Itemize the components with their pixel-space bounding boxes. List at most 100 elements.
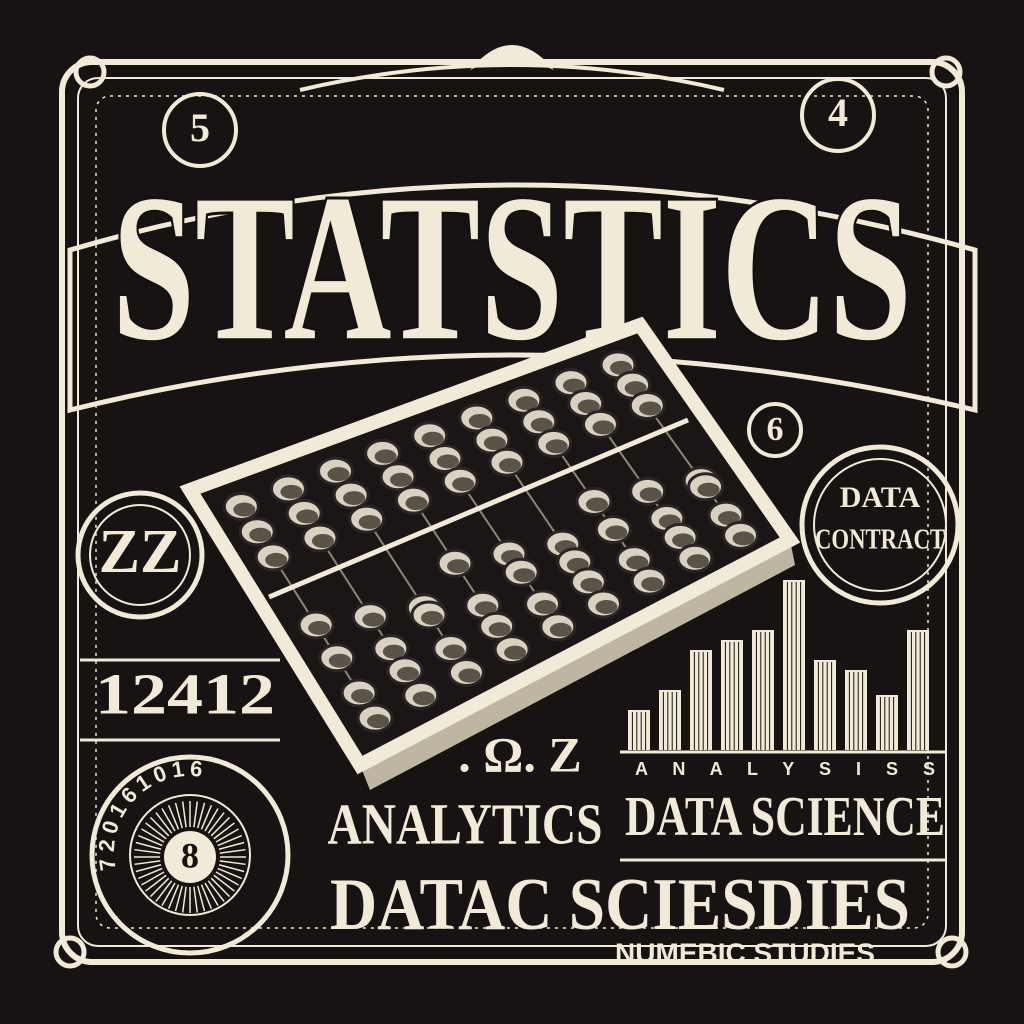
deco-bar-body [783, 580, 805, 750]
abacus-bead-shade [296, 509, 319, 524]
dial-ray [193, 886, 199, 913]
deco-bar [783, 580, 805, 750]
abacus-bead-shade [672, 533, 695, 548]
corner-number: 6 [767, 411, 784, 448]
medallion [800, 77, 876, 153]
abacus-bead-shade [308, 620, 331, 635]
deco-bar-body [876, 695, 898, 750]
deco-bar-body [814, 660, 836, 750]
dial-ray [204, 808, 219, 832]
medallion [747, 402, 803, 458]
abacus-bead-shade [545, 439, 568, 454]
abacus-bead-shade [436, 454, 459, 469]
dial-ray [135, 841, 162, 850]
abacus-bead-shade [562, 378, 585, 393]
dial-ray [167, 884, 180, 910]
dial-ray [207, 812, 225, 834]
dial-ring [129, 794, 251, 916]
deco-bar-body [659, 690, 681, 750]
dial-ray [219, 848, 246, 854]
title-banner [67, 182, 978, 414]
abacus-bead-shade [442, 644, 465, 659]
abacus-bead-shade [358, 515, 381, 530]
outer-frame [59, 59, 965, 965]
decorative-bars [628, 580, 929, 750]
abacus-bead-shade [697, 482, 720, 497]
analytics: ANALYTICS [328, 791, 603, 856]
abacus-bead-shade [367, 714, 390, 729]
deco-bar [690, 650, 712, 750]
abacus-bead-shade [610, 360, 633, 375]
abacus-bead-shade [639, 401, 662, 416]
abacus-bead-shade [421, 431, 444, 446]
corner-ornament [929, 55, 963, 89]
dial-ray [207, 880, 225, 902]
deco-bar-body [845, 670, 867, 750]
badge-ring [813, 458, 947, 592]
dial-ray [210, 877, 231, 898]
abacus-bead-shade [717, 511, 740, 526]
dial-ray [215, 828, 239, 843]
dial-ray [218, 864, 245, 873]
analysis-label: A N A L Y S I S S [635, 759, 935, 779]
deco-bar-body [752, 630, 774, 750]
dial-number: 8 [181, 835, 199, 875]
dial-ray [197, 802, 206, 829]
abacus-bead-shade [474, 601, 497, 616]
dial-ray [200, 804, 213, 830]
abacus-bead-shade [626, 555, 649, 570]
abacus-bead-shade [605, 525, 628, 540]
abacus-bead-shade [343, 491, 366, 506]
abacus-bead-shade [515, 396, 538, 411]
abacus-bead-shade [468, 413, 491, 428]
dial-center [164, 831, 216, 883]
badge-text: DATA [840, 481, 921, 514]
deco-bar [721, 640, 743, 750]
corner-number: 4 [828, 90, 848, 135]
scribble: . Ω. Z [458, 726, 581, 782]
data-science: DATA SCIENCE [625, 786, 945, 848]
abacus-bead-shade [396, 666, 419, 681]
dial-ray [210, 816, 231, 837]
badge [799, 444, 961, 606]
deco-bar-body [721, 640, 743, 750]
abacus-bead-shade [458, 668, 481, 683]
abacus-bead-shade [595, 599, 618, 614]
abacus-bead-shade [641, 577, 664, 592]
abacus-bead-shade [498, 458, 521, 473]
corner-ornament [935, 935, 969, 969]
abacus-bead-shade [580, 577, 603, 592]
abacus-bead-shade [311, 534, 334, 548]
crest-ornament [470, 45, 554, 70]
abacus-bead-shade [513, 568, 536, 583]
abacus-bead-shade [549, 622, 572, 637]
badge-ring [89, 504, 191, 606]
dial-ray [149, 877, 170, 898]
abacus-bead-shade [421, 610, 444, 625]
abacus-bead-shade [530, 417, 553, 432]
title: STATSTICS [112, 152, 912, 384]
dial-ray [215, 871, 239, 886]
abacus-bead-shade [488, 622, 511, 637]
abacus-bead-shade [732, 531, 755, 546]
deco-bar [628, 710, 650, 750]
crest-scroll [299, 63, 725, 92]
abacus-bead-shade [351, 688, 374, 703]
dial-ray [197, 885, 206, 912]
dial-ray [167, 804, 180, 830]
deco-bar-body [690, 650, 712, 750]
dial-ray [135, 864, 162, 873]
abacus-bead-shade [483, 436, 506, 451]
number-row: 12412 [95, 661, 275, 726]
dial-ray [174, 885, 183, 912]
dial-ray [174, 802, 183, 829]
dial-ray [155, 880, 173, 902]
dial-ray [141, 828, 165, 843]
dial-ray [137, 867, 163, 880]
abacus-bead-shade [405, 496, 428, 511]
abacus-divider [268, 417, 689, 600]
abacus-bead-shade [534, 600, 557, 615]
dial-ray [200, 884, 213, 910]
dial-ray [161, 808, 176, 832]
abacus-bead-shade [382, 644, 405, 659]
